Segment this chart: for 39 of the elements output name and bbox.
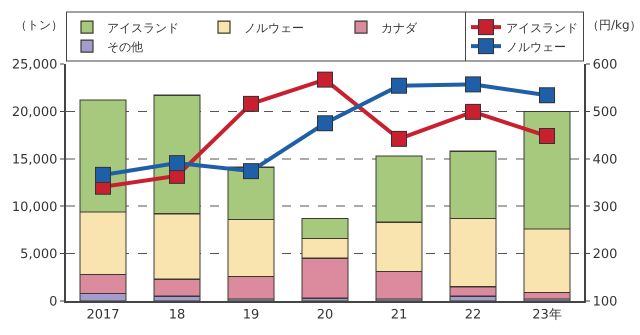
- point: [539, 128, 555, 144]
- point: [243, 96, 259, 112]
- legend-label: カナダ: [381, 20, 418, 35]
- x-tick-label: 22: [464, 308, 482, 323]
- point: [243, 163, 259, 180]
- x-tick-label: 21: [390, 308, 408, 323]
- y2-tick-label: 400: [592, 152, 618, 168]
- y-axis-title: （トン）: [15, 18, 63, 32]
- x-tick-label: 18: [168, 308, 186, 323]
- y-tick-label: 15,000: [12, 152, 58, 168]
- y2-tick-label: 300: [592, 200, 618, 215]
- point: [95, 166, 111, 183]
- legend-label: アイスランド: [107, 20, 179, 35]
- y2-tick-label: 500: [592, 104, 618, 120]
- y-tick-label: 20,000: [12, 104, 58, 120]
- x-tick-label: 23年: [532, 308, 562, 323]
- point: [465, 76, 481, 92]
- y-tick-label: 5,000: [20, 247, 58, 262]
- legend-label: その他: [107, 40, 143, 54]
- point: [317, 72, 333, 88]
- x-tick-label: 20: [316, 308, 334, 323]
- point: [465, 104, 481, 120]
- point: [391, 78, 407, 94]
- point: [391, 130, 407, 147]
- y-tick-label: 25,000: [12, 58, 58, 73]
- legend-label: ノルウェー: [506, 40, 566, 54]
- point: [169, 155, 185, 172]
- y2-tick-label: 600: [592, 58, 618, 73]
- legend-label: ノルウェー: [244, 20, 304, 35]
- legend-label: アイスランド: [506, 20, 578, 35]
- point: [539, 87, 555, 104]
- x-tick-label: 2017: [86, 308, 120, 323]
- y-tick-label: 0: [49, 294, 58, 310]
- y2-tick-label: 200: [592, 247, 618, 262]
- y2-tick-label: 100: [592, 294, 618, 310]
- point: [317, 115, 333, 132]
- y2-axis-title: （円/kg）: [587, 18, 640, 32]
- y-tick-label: 10,000: [12, 200, 58, 215]
- x-tick-label: 19: [242, 308, 260, 323]
